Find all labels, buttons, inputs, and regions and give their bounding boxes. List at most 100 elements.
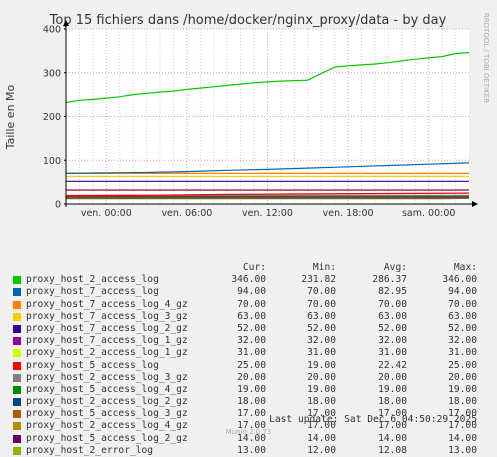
legend-swatch bbox=[13, 276, 21, 285]
legend-cur: 346.00 bbox=[231, 274, 266, 286]
legend-min: 32.00 bbox=[307, 335, 336, 347]
legend-series-name: proxy_host_5_access_log_2_gz bbox=[26, 432, 188, 444]
legend-min: 17.00 bbox=[307, 420, 336, 432]
legend-row: proxy_host_5_access_log_2_gz 14.00 14.00 14… bbox=[0, 433, 497, 445]
legend-max: 94.00 bbox=[448, 286, 477, 298]
legend-max: 52.00 bbox=[448, 322, 477, 334]
legend-row: proxy_host_5_access_log 25.00 19.00 22.42 25… bbox=[0, 360, 497, 372]
legend-avg: 17.00 bbox=[378, 420, 407, 432]
legend-series-name: proxy_host_5_access_log bbox=[26, 359, 159, 371]
legend-series-name: proxy_host_2_error_log bbox=[26, 444, 154, 456]
series-line-proxy_host_7_access_log bbox=[65, 162, 470, 174]
y-tick-label: 0 bbox=[55, 200, 61, 211]
legend-cur: 31.00 bbox=[237, 347, 266, 359]
legend-swatch bbox=[13, 312, 21, 321]
legend-row: proxy_host_2_access_log_2_gz 18.00 18.00 18… bbox=[0, 396, 497, 408]
header-cur: Cur: bbox=[242, 262, 266, 273]
grid bbox=[66, 28, 469, 204]
legend-max: 31.00 bbox=[448, 347, 477, 359]
legend-avg: 19.00 bbox=[378, 383, 407, 395]
legend-swatch bbox=[13, 300, 21, 309]
legend-swatch bbox=[13, 434, 21, 443]
header-avg: Avg: bbox=[383, 262, 407, 273]
legend-min: 14.00 bbox=[307, 432, 336, 444]
series-line-proxy_host_5_access_log bbox=[65, 192, 470, 197]
legend-avg: 18.00 bbox=[378, 396, 407, 408]
y-tick-label: 200 bbox=[43, 112, 61, 123]
legend-min: 70.00 bbox=[307, 286, 336, 298]
last-update: Last update: Sat Dec 6 04:50:29 2025 bbox=[269, 414, 477, 425]
legend-series-name: proxy_host_2_access_log bbox=[26, 274, 159, 286]
y-tick-label: 400 bbox=[43, 25, 61, 36]
legend-max: 63.00 bbox=[448, 310, 477, 322]
legend-row: proxy_host_2_access_log 346.00 231.82 286.3… bbox=[0, 274, 497, 286]
legend-min: 52.00 bbox=[307, 322, 336, 334]
legend-max: 19.00 bbox=[448, 383, 477, 395]
legend-series-name: proxy_host_2_access_log_1_gz bbox=[26, 347, 188, 359]
legend-cur: 13.00 bbox=[237, 444, 266, 456]
legend-cur: 19.00 bbox=[237, 383, 266, 395]
legend-swatch bbox=[13, 410, 21, 419]
legend-swatch bbox=[13, 422, 21, 431]
legend-row: proxy_host_5_access_log_4_gz 19.00 19.00 19… bbox=[0, 384, 497, 396]
legend-cur: 94.00 bbox=[237, 286, 266, 298]
legend-avg: 52.00 bbox=[378, 322, 407, 334]
legend-series-name: proxy_host_5_access_log_4_gz bbox=[26, 383, 188, 395]
legend-max: 13.00 bbox=[448, 444, 477, 456]
legend-min: 17.00 bbox=[307, 408, 336, 420]
legend-max: 346.00 bbox=[442, 274, 477, 286]
legend-swatch bbox=[13, 349, 21, 358]
legend-min: 19.00 bbox=[307, 359, 336, 371]
legend-row: proxy_host_2_error_log 13.00 12.00 12.08 13.… bbox=[0, 445, 497, 457]
munin-graph: Top 15 fichiers dans /home/docker/nginx_… bbox=[4, 12, 490, 456]
y-tick-label: 100 bbox=[43, 156, 61, 167]
legend-max: 25.00 bbox=[448, 359, 477, 371]
legend-avg: 22.42 bbox=[378, 359, 407, 371]
legend-row: proxy_host_2_access_log_4_gz 17.00 17.00 17… bbox=[0, 420, 497, 432]
legend-max: 14.00 bbox=[448, 432, 477, 444]
legend-max: 20.00 bbox=[448, 371, 477, 383]
legend-cur: 32.00 bbox=[237, 335, 266, 347]
legend-swatch bbox=[13, 373, 21, 382]
legend-avg: 63.00 bbox=[378, 310, 407, 322]
axes bbox=[63, 20, 478, 207]
legend-series-name: proxy_host_7_access_log_4_gz bbox=[26, 298, 188, 310]
legend-swatch bbox=[13, 385, 21, 394]
legend-cur: 14.00 bbox=[237, 432, 266, 444]
x-tick-label: ven. 00:00 bbox=[81, 208, 132, 219]
legend-swatch bbox=[13, 288, 21, 297]
legend-avg: 286.37 bbox=[372, 274, 407, 286]
legend-min: 231.82 bbox=[301, 274, 336, 286]
legend-row: proxy_host_7_access_log_1_gz 32.00 32.00 32… bbox=[0, 335, 497, 347]
legend-cur: 63.00 bbox=[237, 310, 266, 322]
legend-series-name: proxy_host_7_access_log_1_gz bbox=[26, 335, 188, 347]
series-lines bbox=[65, 52, 470, 200]
legend-avg: 20.00 bbox=[378, 371, 407, 383]
legend-avg: 17.00 bbox=[378, 408, 407, 420]
legend-avg: 31.00 bbox=[378, 347, 407, 359]
legend-max: 70.00 bbox=[448, 298, 477, 310]
legend-cur: 17.00 bbox=[237, 408, 266, 420]
header-max: Max: bbox=[453, 262, 477, 273]
legend-swatch bbox=[13, 361, 21, 370]
x-tick-label: ven. 06:00 bbox=[161, 208, 212, 219]
legend-cur: 70.00 bbox=[237, 298, 266, 310]
legend-cur: 20.00 bbox=[237, 371, 266, 383]
x-tick-label: sam. 00:00 bbox=[402, 208, 455, 219]
legend-row: proxy_host_7_access_log_4_gz 70.00 70.00 70… bbox=[0, 299, 497, 311]
legend-min: 63.00 bbox=[307, 310, 336, 322]
legend-cur: 25.00 bbox=[237, 359, 266, 371]
legend-row: proxy_host_5_access_log_3_gz 17.00 17.00 17… bbox=[0, 408, 497, 420]
x-tick-label: ven. 18:00 bbox=[323, 208, 374, 219]
legend: Cur: Min: Avg: Max: proxy_host_2_access_… bbox=[0, 262, 497, 457]
legend-row: proxy_host_7_access_log 94.00 70.00 82.95 94… bbox=[0, 286, 497, 298]
legend-swatch bbox=[13, 324, 21, 333]
legend-avg: 12.08 bbox=[378, 444, 407, 456]
legend-series-name: proxy_host_7_access_log bbox=[26, 286, 159, 298]
legend-row: proxy_host_7_access_log_3_gz 63.00 63.00 63… bbox=[0, 311, 497, 323]
legend-series-name: proxy_host_2_access_log_4_gz bbox=[26, 420, 188, 432]
legend-row: proxy_host_2_access_log_1_gz 31.00 31.00 31… bbox=[0, 347, 497, 359]
series-line-proxy_host_2_access_log bbox=[65, 52, 470, 104]
legend-max: 17.00 bbox=[448, 408, 477, 420]
header-min: Min: bbox=[312, 262, 336, 273]
